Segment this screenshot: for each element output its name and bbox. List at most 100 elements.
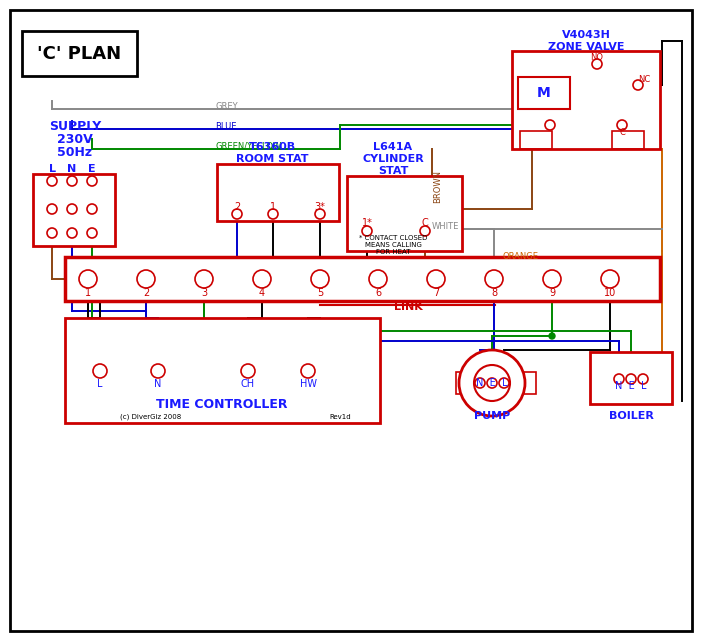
Circle shape bbox=[79, 270, 97, 288]
Circle shape bbox=[67, 176, 77, 186]
Bar bbox=[590, 352, 672, 404]
Text: N: N bbox=[154, 379, 161, 389]
Text: MEANS CALLING: MEANS CALLING bbox=[364, 242, 421, 248]
Bar bbox=[65, 257, 660, 301]
Bar bbox=[33, 174, 115, 246]
Text: ORANGE: ORANGE bbox=[502, 251, 538, 260]
Text: 1: 1 bbox=[85, 288, 91, 298]
Circle shape bbox=[592, 59, 602, 69]
Circle shape bbox=[47, 176, 57, 186]
Circle shape bbox=[87, 204, 97, 214]
Circle shape bbox=[232, 209, 242, 219]
Circle shape bbox=[475, 378, 485, 388]
Circle shape bbox=[617, 120, 627, 130]
Text: ROOM STAT: ROOM STAT bbox=[236, 154, 308, 164]
Bar bbox=[217, 164, 339, 221]
Text: V4043H: V4043H bbox=[562, 30, 611, 40]
Text: 230V: 230V bbox=[57, 133, 93, 146]
Circle shape bbox=[369, 270, 387, 288]
Text: E: E bbox=[88, 164, 95, 174]
Circle shape bbox=[93, 364, 107, 378]
Circle shape bbox=[427, 270, 445, 288]
Circle shape bbox=[626, 374, 636, 384]
Circle shape bbox=[241, 364, 255, 378]
Bar bbox=[512, 51, 660, 149]
Text: LINK: LINK bbox=[394, 302, 423, 312]
Text: (c) DiverGiz 2008: (c) DiverGiz 2008 bbox=[120, 413, 181, 420]
Bar bbox=[22, 31, 137, 76]
Text: HW: HW bbox=[300, 379, 317, 389]
Circle shape bbox=[474, 365, 510, 401]
Text: C: C bbox=[422, 218, 428, 228]
Circle shape bbox=[420, 226, 430, 236]
Text: 'C' PLAN: 'C' PLAN bbox=[37, 45, 121, 63]
Text: BOILER: BOILER bbox=[609, 411, 654, 421]
Circle shape bbox=[87, 176, 97, 186]
Circle shape bbox=[459, 350, 525, 416]
Text: L641A: L641A bbox=[373, 142, 413, 152]
Text: PUMP: PUMP bbox=[474, 411, 510, 421]
Bar bbox=[522, 372, 536, 394]
Text: 2: 2 bbox=[143, 288, 149, 298]
Text: N  E  L: N E L bbox=[476, 378, 508, 388]
Text: BLUE: BLUE bbox=[215, 122, 237, 131]
Circle shape bbox=[315, 209, 325, 219]
Text: 5: 5 bbox=[317, 288, 323, 298]
Circle shape bbox=[67, 204, 77, 214]
Circle shape bbox=[545, 120, 555, 130]
Bar bbox=[520, 131, 552, 149]
Text: T6360B: T6360B bbox=[249, 142, 296, 152]
Text: CH: CH bbox=[241, 379, 255, 389]
Text: 8: 8 bbox=[491, 288, 497, 298]
Text: * CONTACT CLOSED: * CONTACT CLOSED bbox=[359, 235, 428, 241]
Circle shape bbox=[87, 228, 97, 238]
Circle shape bbox=[614, 374, 624, 384]
Text: 6: 6 bbox=[375, 288, 381, 298]
Bar bbox=[456, 372, 470, 394]
Text: GREEN/YELLOW: GREEN/YELLOW bbox=[215, 142, 282, 151]
Circle shape bbox=[638, 374, 648, 384]
Circle shape bbox=[301, 364, 315, 378]
Text: GREY: GREY bbox=[215, 101, 237, 110]
Circle shape bbox=[47, 204, 57, 214]
Text: FOR HEAT: FOR HEAT bbox=[376, 249, 410, 255]
Text: BROWN: BROWN bbox=[434, 169, 442, 203]
Text: NC: NC bbox=[638, 74, 650, 83]
Text: Rev1d: Rev1d bbox=[329, 414, 351, 420]
Text: L: L bbox=[48, 164, 55, 174]
Bar bbox=[612, 131, 644, 149]
Circle shape bbox=[47, 228, 57, 238]
Text: STAT: STAT bbox=[378, 166, 408, 176]
Circle shape bbox=[253, 270, 271, 288]
Text: L: L bbox=[98, 379, 102, 389]
Circle shape bbox=[137, 270, 155, 288]
Circle shape bbox=[601, 270, 619, 288]
Text: SUPPLY: SUPPLY bbox=[49, 119, 101, 133]
Text: NO: NO bbox=[590, 53, 604, 62]
Text: 3: 3 bbox=[201, 288, 207, 298]
Text: M: M bbox=[537, 86, 551, 100]
Circle shape bbox=[362, 226, 372, 236]
Text: 9: 9 bbox=[549, 288, 555, 298]
Circle shape bbox=[151, 364, 165, 378]
Text: 2: 2 bbox=[234, 202, 240, 212]
Circle shape bbox=[311, 270, 329, 288]
Text: ZONE VALVE: ZONE VALVE bbox=[548, 42, 624, 52]
Bar bbox=[518, 77, 570, 109]
Bar bbox=[347, 176, 462, 251]
Circle shape bbox=[549, 333, 555, 339]
Text: 3*: 3* bbox=[314, 202, 326, 212]
Text: 1*: 1* bbox=[362, 218, 373, 228]
Text: CYLINDER: CYLINDER bbox=[362, 154, 424, 164]
Circle shape bbox=[195, 270, 213, 288]
Circle shape bbox=[485, 270, 503, 288]
Bar bbox=[65, 318, 380, 423]
Circle shape bbox=[67, 228, 77, 238]
Text: WHITE: WHITE bbox=[432, 222, 459, 231]
Text: TIME CONTROLLER: TIME CONTROLLER bbox=[157, 397, 288, 410]
Text: 7: 7 bbox=[433, 288, 439, 298]
Text: 4: 4 bbox=[259, 288, 265, 298]
Circle shape bbox=[499, 378, 509, 388]
Circle shape bbox=[487, 378, 497, 388]
Circle shape bbox=[633, 80, 643, 90]
